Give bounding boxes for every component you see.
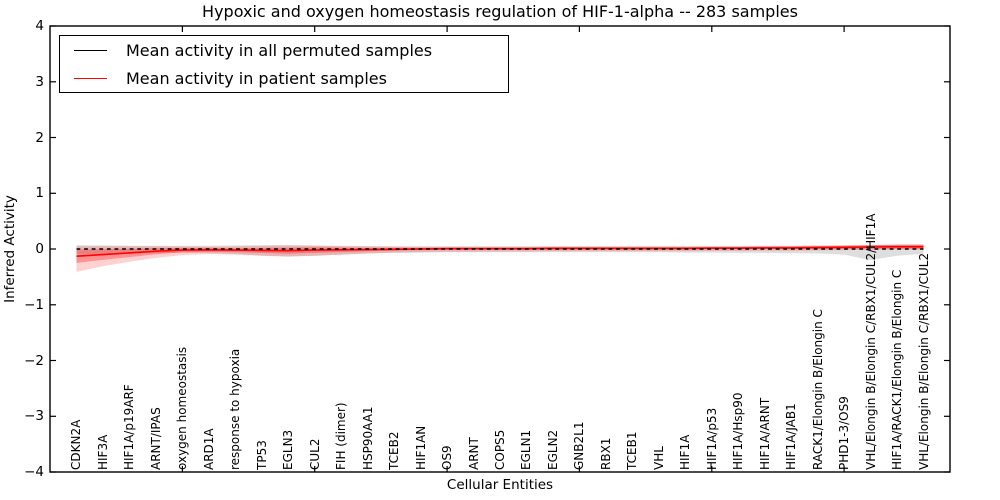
- legend-item-permuted: Mean activity in all permuted samples: [60, 36, 508, 64]
- legend-line-sample-red: [74, 77, 107, 79]
- legend: Mean activity in all permuted samples Me…: [59, 35, 509, 93]
- legend-item-patient: Mean activity in patient samples: [60, 64, 508, 92]
- y-axis-label: Inferred Activity: [2, 195, 18, 303]
- patient-mean-line: [76, 246, 924, 257]
- patient-band-inner: [76, 244, 924, 263]
- chart-title: Hypoxic and oxygen homeostasis regulatio…: [202, 2, 798, 21]
- legend-line-sample-black: [74, 49, 107, 51]
- legend-label-permuted: Mean activity in all permuted samples: [126, 40, 433, 60]
- legend-label-patient: Mean activity in patient samples: [126, 68, 387, 88]
- x-axis-label: Cellular Entities: [446, 477, 554, 493]
